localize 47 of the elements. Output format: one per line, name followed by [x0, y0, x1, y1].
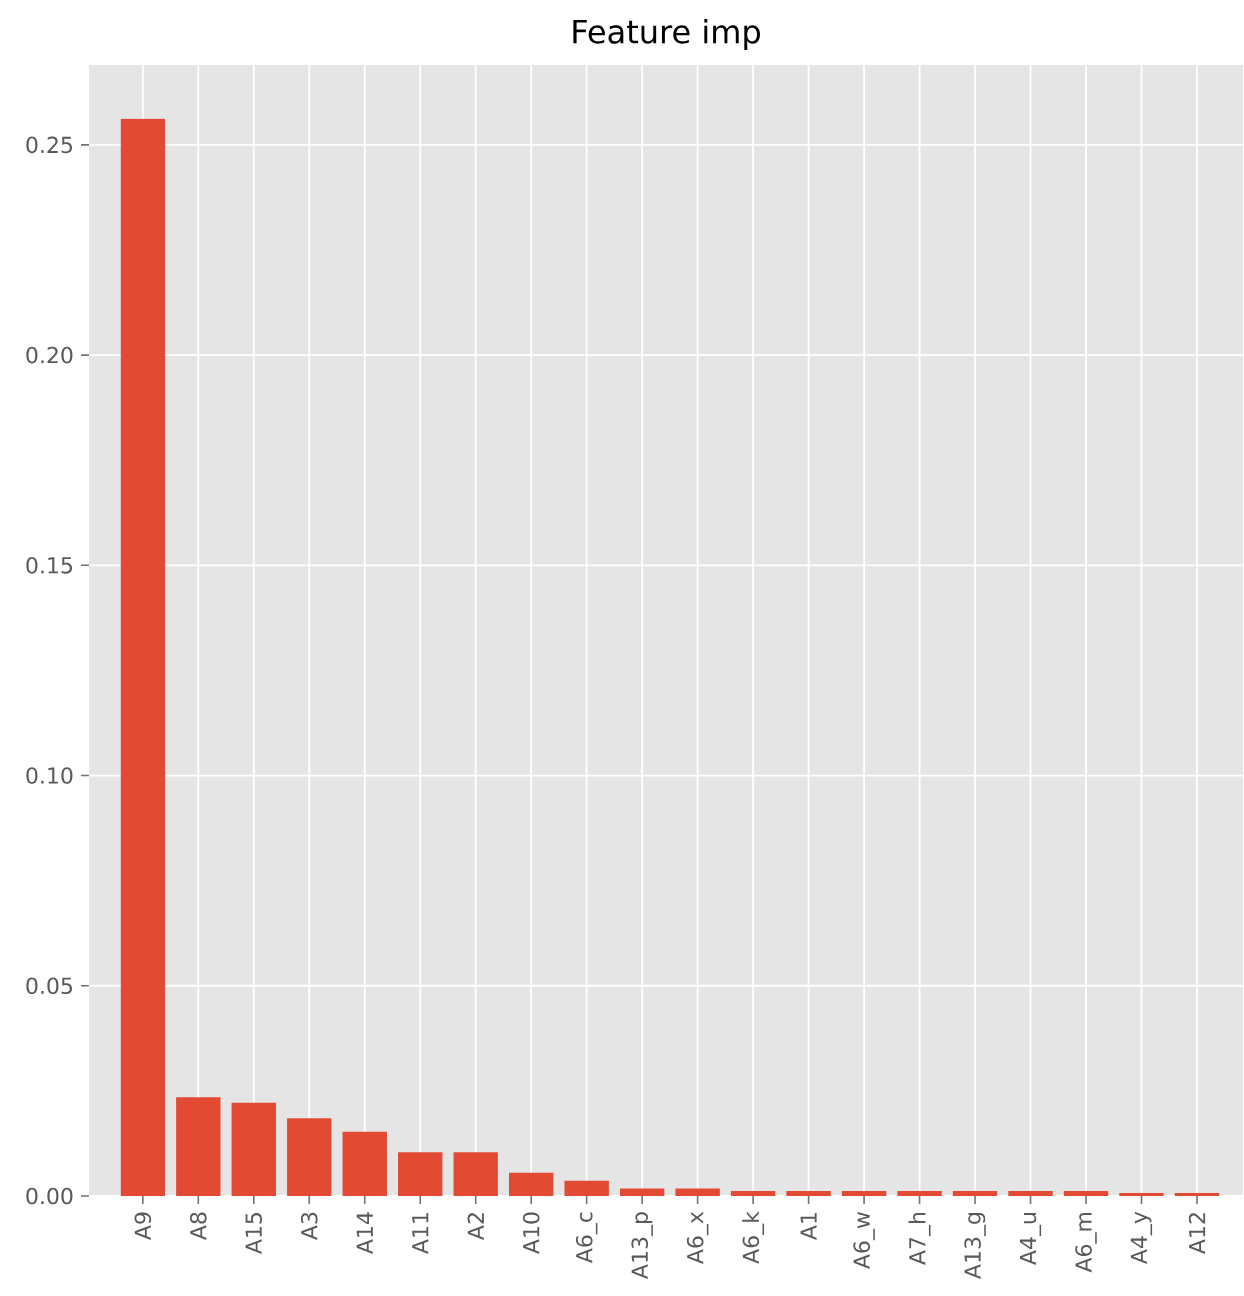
x-tick-label: A4_y	[1130, 1211, 1153, 1264]
bar	[730, 1190, 776, 1196]
bar	[1008, 1190, 1053, 1196]
x-tick-label: A10	[522, 1212, 540, 1254]
bar	[564, 1180, 609, 1196]
chart-title: Feature imp	[573, 18, 760, 50]
y-tick-label: 0.15	[26, 557, 73, 574]
bar	[786, 1190, 831, 1196]
bar	[1174, 1193, 1220, 1196]
x-tick-label: A15	[245, 1212, 262, 1254]
x-tick-label: A6_c	[575, 1212, 598, 1264]
x-tick-label: A1	[800, 1213, 817, 1240]
x-tick-label: A9	[134, 1212, 152, 1240]
bar	[231, 1102, 276, 1196]
bar	[176, 1097, 221, 1196]
y-tick-label: 0.00	[26, 1187, 73, 1205]
bar	[453, 1152, 498, 1196]
x-tick-label: A3	[300, 1212, 318, 1240]
bar	[619, 1188, 665, 1196]
x-tick-label: A6_m	[1075, 1212, 1097, 1273]
bar	[120, 118, 166, 1196]
bar	[508, 1172, 554, 1196]
y-tick-label: 0.20	[26, 346, 73, 364]
x-tick-label: A11	[412, 1213, 429, 1254]
bar	[897, 1190, 942, 1196]
x-tick-label: A7_h	[908, 1212, 931, 1265]
x-tick-label: A4_u	[1019, 1213, 1042, 1265]
bar	[1119, 1193, 1164, 1196]
x-tick-label: A2	[467, 1213, 484, 1240]
bar	[1063, 1190, 1109, 1196]
x-tick-label: A13_g	[964, 1213, 986, 1279]
x-tick-label: A6_k	[742, 1211, 765, 1264]
bar	[952, 1190, 998, 1196]
bar	[342, 1131, 387, 1196]
x-tick-label: A12	[1188, 1213, 1206, 1254]
x-tick-label: A14	[356, 1212, 373, 1254]
bar	[287, 1118, 332, 1196]
y-tick-label: 0.25	[26, 136, 73, 154]
x-tick-label: A6_x	[686, 1211, 709, 1264]
y-tick-label: 0.05	[26, 977, 73, 995]
x-tick-label: A13_p	[631, 1212, 653, 1279]
bar	[675, 1188, 720, 1196]
x-tick-label: A8	[189, 1212, 207, 1240]
x-tick-label: A6_w	[853, 1212, 875, 1269]
bar	[841, 1190, 887, 1196]
y-tick-label: 0.10	[26, 767, 73, 784]
bar	[398, 1152, 443, 1196]
